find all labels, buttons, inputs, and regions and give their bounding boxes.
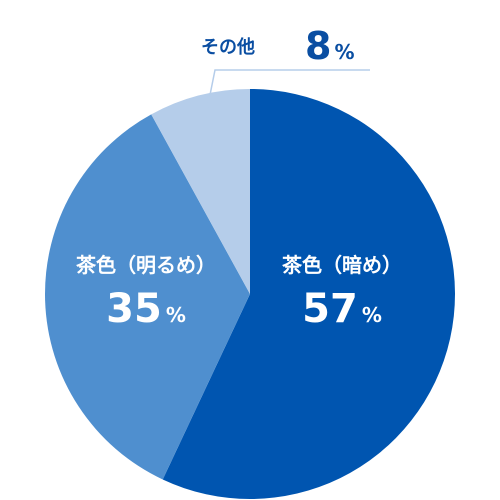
pie-slice-3 bbox=[151, 89, 250, 294]
slice-label-2: 茶色（明るめ） bbox=[76, 253, 216, 277]
slice-value-2: 35% bbox=[106, 286, 186, 332]
slice-label-3: その他 bbox=[201, 36, 255, 58]
slice-labels: 茶色（暗め） 57 % 茶色（明るめ） 35 % その他 8% bbox=[76, 24, 402, 332]
pie-slice-1 bbox=[162, 89, 456, 499]
leader-lines bbox=[204, 69, 370, 120]
pie-slices bbox=[45, 89, 456, 499]
slice-value-1: 57% bbox=[302, 286, 382, 332]
pie-slice-2 bbox=[45, 114, 250, 480]
slice-value-3: 8% bbox=[305, 24, 355, 68]
leader-line-3 bbox=[204, 69, 370, 120]
slice-label-1: 茶色（暗め） bbox=[282, 253, 402, 277]
